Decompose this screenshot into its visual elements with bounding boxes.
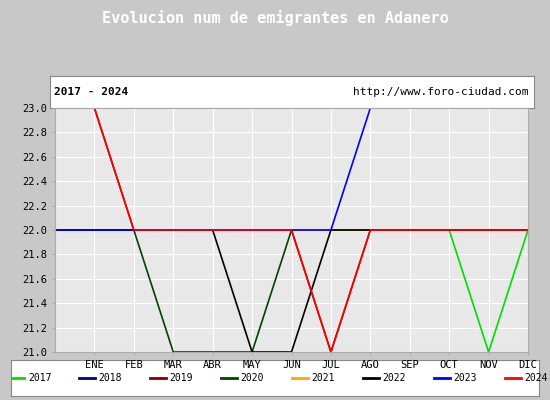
Text: 2023: 2023 bbox=[453, 373, 477, 383]
Text: 2017: 2017 bbox=[28, 373, 51, 383]
Text: 2022: 2022 bbox=[382, 373, 406, 383]
Text: 2017 - 2024: 2017 - 2024 bbox=[54, 87, 129, 97]
Text: 2018: 2018 bbox=[99, 373, 122, 383]
Text: 2020: 2020 bbox=[240, 373, 264, 383]
Text: 2024: 2024 bbox=[524, 373, 548, 383]
Text: http://www.foro-ciudad.com: http://www.foro-ciudad.com bbox=[353, 87, 529, 97]
Text: Evolucion num de emigrantes en Adanero: Evolucion num de emigrantes en Adanero bbox=[102, 10, 448, 26]
Text: 2021: 2021 bbox=[311, 373, 335, 383]
Text: 2019: 2019 bbox=[170, 373, 193, 383]
